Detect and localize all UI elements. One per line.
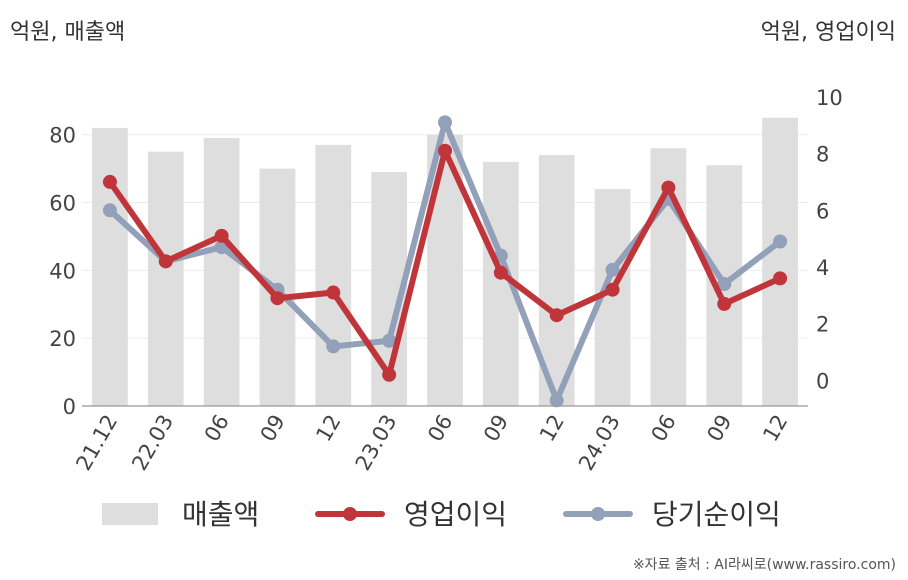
series-point <box>102 203 117 218</box>
left-tick-label: 40 <box>49 259 76 283</box>
series-point <box>382 367 397 382</box>
x-tick-label: 06 <box>200 411 234 446</box>
x-tick-label: 06 <box>423 411 457 446</box>
series-point <box>102 174 117 189</box>
series-point <box>605 262 620 277</box>
bar <box>203 138 240 406</box>
line-series <box>102 115 788 408</box>
series-point <box>717 277 732 292</box>
x-tick-label: 09 <box>479 411 513 446</box>
series-point <box>326 339 341 354</box>
x-tick-label: 24.03 <box>574 411 625 475</box>
x-tick-label: 12 <box>311 411 345 446</box>
right-tick-label: 10 <box>816 86 843 110</box>
right-axis-unit: 억원, 영업이익 <box>760 20 896 45</box>
series-point <box>717 296 732 311</box>
right-tick-label: 2 <box>816 313 829 337</box>
right-tick-label: 8 <box>816 143 829 167</box>
legend-swatch-point <box>591 507 605 521</box>
series-point <box>158 254 173 269</box>
legend-swatch-bar <box>102 503 158 525</box>
legend: 매출액 영업이익 당기순이익 <box>102 498 781 531</box>
series-point <box>438 115 452 130</box>
series-point <box>773 234 788 249</box>
left-tick-label: 20 <box>49 327 76 351</box>
series-point <box>438 143 452 158</box>
bar <box>315 144 352 406</box>
right-tick-label: 6 <box>816 199 829 223</box>
series-point <box>661 180 676 195</box>
left-tick-label: 60 <box>49 192 76 216</box>
legend-label: 영업이익 <box>404 498 507 531</box>
series-point <box>549 393 564 408</box>
x-tick-label: 23.03 <box>351 411 402 475</box>
bar-series <box>92 117 798 407</box>
series-point <box>773 271 788 286</box>
right-tick-label: 4 <box>816 256 829 280</box>
x-tick-label: 09 <box>256 411 290 446</box>
x-tick-label: 06 <box>647 411 681 446</box>
series-point <box>270 291 285 306</box>
series-point <box>382 333 397 348</box>
left-tick-label: 0 <box>63 395 76 419</box>
bar <box>762 117 798 406</box>
right-tick-label: 0 <box>816 369 829 393</box>
series-point <box>493 265 508 280</box>
x-tick-label: 09 <box>702 411 736 446</box>
bar <box>147 151 184 406</box>
bar <box>92 127 128 407</box>
legend-swatch-point <box>343 507 357 521</box>
x-tick-label: 22.03 <box>127 411 178 475</box>
series-point <box>214 228 229 243</box>
left-axis-unit: 억원, 매출액 <box>10 20 126 45</box>
series-point <box>549 308 564 323</box>
x-tick-label: 21.12 <box>71 411 122 475</box>
legend-label: 매출액 <box>182 498 259 531</box>
series-point <box>605 282 620 297</box>
x-tick-label: 12 <box>758 411 792 446</box>
source-note: ※자료 출처 : AI라씨로(www.rassiro.com) <box>632 557 896 573</box>
left-tick-label: 80 <box>49 124 76 148</box>
series-point <box>326 285 341 300</box>
legend-label: 당기순이익 <box>652 498 781 531</box>
x-tick-label: 12 <box>535 411 569 446</box>
